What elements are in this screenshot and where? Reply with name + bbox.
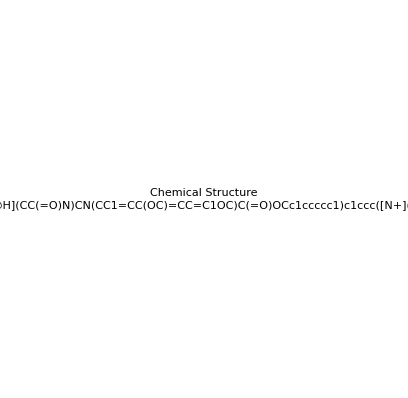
Text: Chemical Structure
O=C(O[C@@H](CC(=O)N)CN(CC1=CC(OC)=CC=C1OC)C(=O)OCc1ccccc1)c1c: Chemical Structure O=C(O[C@@H](CC(=O)N)C… bbox=[0, 188, 408, 210]
